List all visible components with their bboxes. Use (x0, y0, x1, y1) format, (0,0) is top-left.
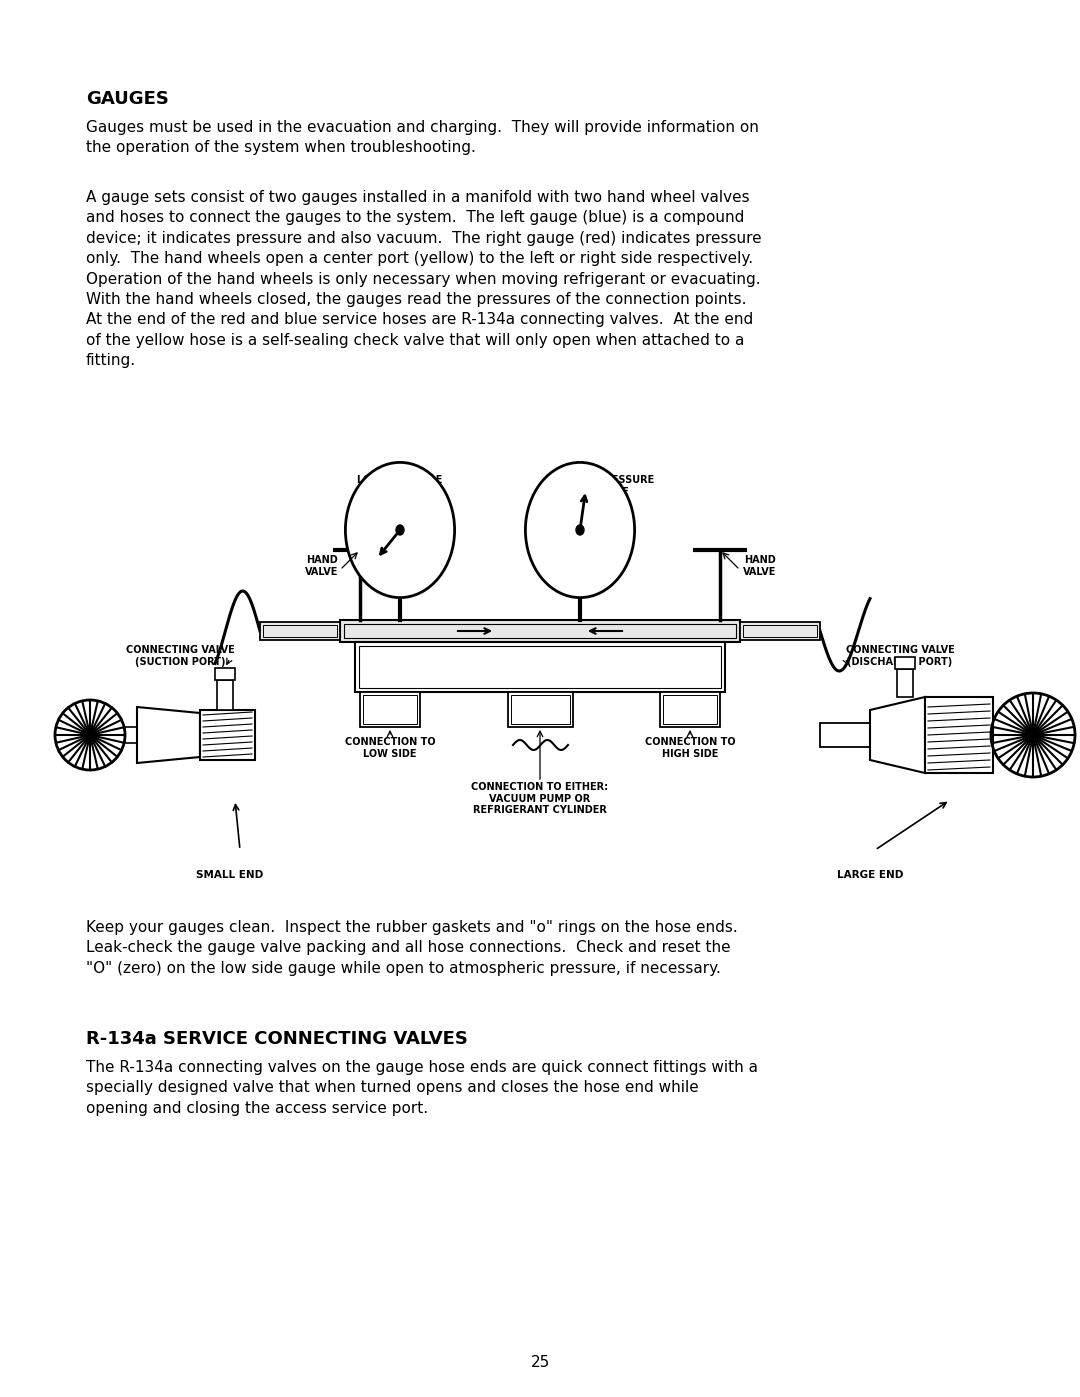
Bar (895, 657, 915, 669)
Text: Keep your gauges clean.  Inspect the rubber gaskets and "o" rings on the hose en: Keep your gauges clean. Inspect the rubb… (86, 921, 738, 975)
Bar (743, 624, 816, 637)
Polygon shape (870, 697, 924, 773)
Bar (360, 692, 420, 726)
Text: R-134a SERVICE CONNECTING VALVES: R-134a SERVICE CONNECTING VALVES (86, 1030, 468, 1048)
Bar (125, 726, 137, 743)
Bar (820, 724, 870, 747)
Ellipse shape (576, 525, 584, 535)
Text: CONNECTION TO
LOW SIDE: CONNECTION TO LOW SIDE (345, 738, 435, 759)
Text: HIGH PRESSURE
GAUGE: HIGH PRESSURE GAUGE (566, 475, 654, 496)
Ellipse shape (525, 462, 635, 598)
Ellipse shape (396, 525, 404, 535)
Text: Gauges must be used in the evacuation and charging.  They will provide informati: Gauges must be used in the evacuation an… (86, 120, 759, 155)
Bar (355, 643, 725, 692)
Text: HAND
VALVE: HAND VALVE (306, 555, 339, 577)
Bar (264, 624, 337, 637)
Bar (345, 624, 735, 638)
Bar (897, 669, 913, 697)
Text: A gauge sets consist of two gauges installed in a manifold with two hand wheel v: A gauge sets consist of two gauges insta… (86, 190, 761, 369)
Ellipse shape (346, 462, 455, 598)
Bar (215, 668, 235, 680)
Text: CONNECTING VALVE
(SUCTION PORT): CONNECTING VALVE (SUCTION PORT) (125, 645, 234, 666)
Text: LARGE END: LARGE END (837, 870, 903, 880)
Bar (511, 694, 570, 724)
Bar (740, 622, 820, 640)
Text: SMALL END: SMALL END (197, 870, 264, 880)
Bar (663, 694, 717, 724)
Text: CONNECTING VALVE
(DISCHARGE PORT): CONNECTING VALVE (DISCHARGE PORT) (846, 645, 955, 666)
Polygon shape (137, 707, 200, 763)
Bar (508, 692, 573, 726)
Bar (217, 680, 233, 710)
Bar (260, 622, 340, 640)
Bar (359, 645, 721, 687)
Text: The R-134a connecting valves on the gauge hose ends are quick connect fittings w: The R-134a connecting valves on the gaug… (86, 1060, 758, 1116)
Text: CONNECTION TO EITHER:
VACUUM PUMP OR
REFRIGERANT CYLINDER: CONNECTION TO EITHER: VACUUM PUMP OR REF… (472, 782, 608, 816)
Text: LOW PRESSURE
GAUGE: LOW PRESSURE GAUGE (357, 475, 443, 496)
Text: CONNECTION TO
HIGH SIDE: CONNECTION TO HIGH SIDE (645, 738, 735, 759)
Bar (340, 620, 740, 643)
Bar (660, 692, 720, 726)
Bar (200, 710, 255, 760)
Text: HAND
VALVE: HAND VALVE (743, 555, 777, 577)
Bar (363, 694, 417, 724)
Text: 25: 25 (530, 1355, 550, 1370)
Text: GAUGES: GAUGES (86, 89, 168, 108)
Bar (924, 697, 993, 773)
